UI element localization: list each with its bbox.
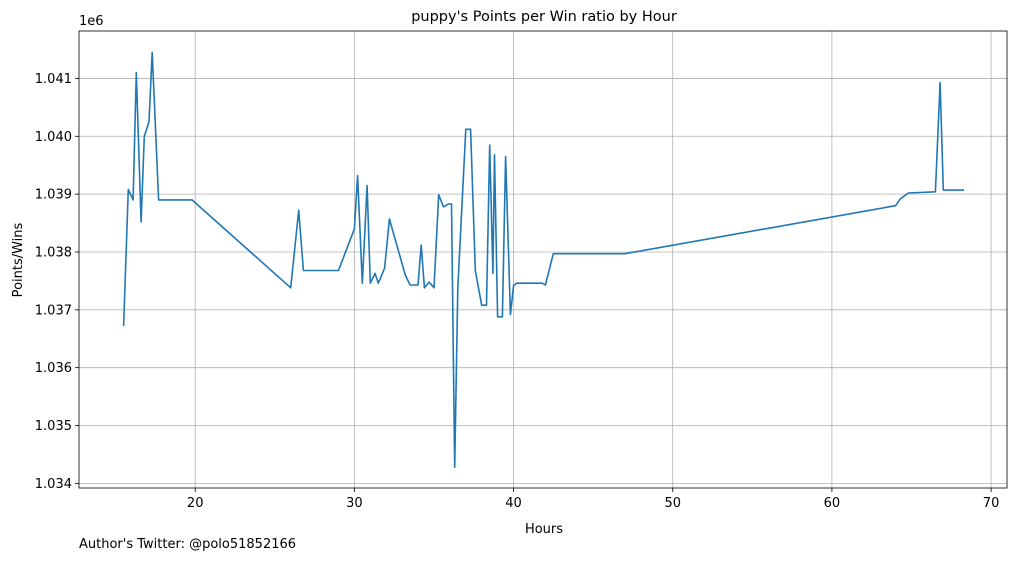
axis-ticks: 20 30 40 50 60 70 1.034 1.035 1.036 1.037 1.038 1.0… xyxy=(35,72,1000,511)
author-credit: Author's Twitter: @polo51852166 xyxy=(79,537,297,552)
y-tick-label: 1.038 xyxy=(35,245,72,260)
y-tick-label: 1.041 xyxy=(35,72,72,87)
y-tick-label: 1.039 xyxy=(35,188,72,203)
x-tick-label: 70 xyxy=(983,496,1000,511)
y-tick-label: 1.036 xyxy=(35,361,72,376)
data-series xyxy=(122,51,964,469)
chart-title: puppy's Points per Win ratio by Hour xyxy=(411,9,677,25)
x-tick-label: 50 xyxy=(664,496,681,511)
plot-frame xyxy=(78,30,1008,489)
grid-lines xyxy=(79,31,1007,488)
x-tick-label: 40 xyxy=(505,496,522,511)
x-tick-label: 30 xyxy=(346,496,363,511)
y-tick-label: 1.035 xyxy=(35,419,72,434)
x-tick-label: 60 xyxy=(824,496,841,511)
y-tick-label: 1.037 xyxy=(35,303,72,318)
y-axis-offset-label: 1e6 xyxy=(79,14,104,29)
y-axis-label: Points/Wins xyxy=(11,222,26,297)
y-tick-label: 1.040 xyxy=(35,130,72,145)
x-tick-label: 20 xyxy=(187,496,204,511)
y-tick-label: 1.034 xyxy=(35,477,72,492)
x-axis-label: Hours xyxy=(525,522,563,537)
series-line xyxy=(122,51,964,469)
